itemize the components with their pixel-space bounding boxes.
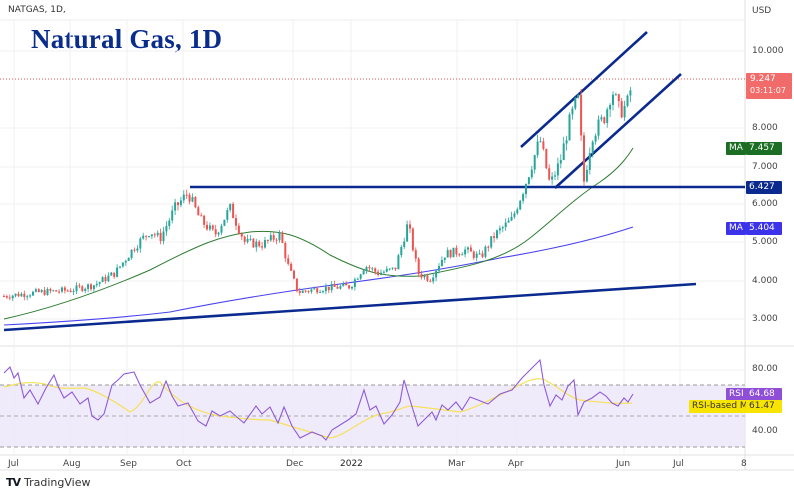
support-trendline <box>3 282 697 332</box>
last-price-tag: 9.247 03:11:07 <box>746 73 792 99</box>
channel-upper-line <box>520 31 648 148</box>
time-tick: Oct <box>176 459 192 469</box>
rsi-ma-label: RSI-based MA <box>689 400 757 413</box>
ma-fast-value: 7.457 <box>746 142 782 155</box>
time-tick: Sep <box>120 459 137 469</box>
rsi-value: 64.68 <box>746 388 782 401</box>
price-tick: 8.000 <box>752 123 778 133</box>
rsi-ma-value: 61.47 <box>746 400 782 413</box>
rsi-tick: 80.00 <box>752 364 778 374</box>
rsi-tick: 40.00 <box>752 426 778 436</box>
tradingview-logo-icon: TV <box>6 476 21 489</box>
channel-lower-line <box>554 73 682 189</box>
time-tick: 8 <box>741 459 747 469</box>
price-tick: 3.000 <box>752 314 778 324</box>
ma-slow-label: MA <box>726 222 746 235</box>
price-tick: 4.000 <box>752 276 778 286</box>
tradingview-logo[interactable]: TV TradingView <box>6 476 91 489</box>
ma-slow-value: 5.404 <box>746 222 782 235</box>
time-tick: Jun <box>616 459 631 469</box>
price-tick: 6.000 <box>752 199 778 209</box>
rsi-ma-line <box>3 378 633 439</box>
time-tick: Jul <box>8 459 19 469</box>
last-price-value: 9.247 <box>750 74 776 84</box>
time-tick: Mar <box>448 459 465 469</box>
tradingview-brand-text: TradingView <box>24 476 91 489</box>
time-tick: Aug <box>63 459 81 469</box>
time-tick: Dec <box>286 459 304 469</box>
time-tick: 2022 <box>340 459 363 469</box>
price-tick: 7.000 <box>752 162 778 172</box>
price-tick: 10.000 <box>752 46 784 56</box>
time-tick: Apr <box>508 459 524 469</box>
rsi-line <box>3 358 634 441</box>
ma-fast-label: MA <box>726 142 746 155</box>
time-tick: Jul <box>673 459 684 469</box>
symbol-info: NATGAS, 1D, <box>8 5 66 15</box>
candlestick-series <box>3 86 632 301</box>
currency-label: USD <box>752 6 772 16</box>
bar-countdown: 03:11:07 <box>750 86 786 95</box>
price-tick: 5.000 <box>752 237 778 247</box>
rsi-label: RSI <box>726 388 747 401</box>
ma-fast-line <box>3 147 634 320</box>
ma-slow-line <box>3 226 634 326</box>
horizontal-level-value: 6.427 <box>746 181 782 194</box>
